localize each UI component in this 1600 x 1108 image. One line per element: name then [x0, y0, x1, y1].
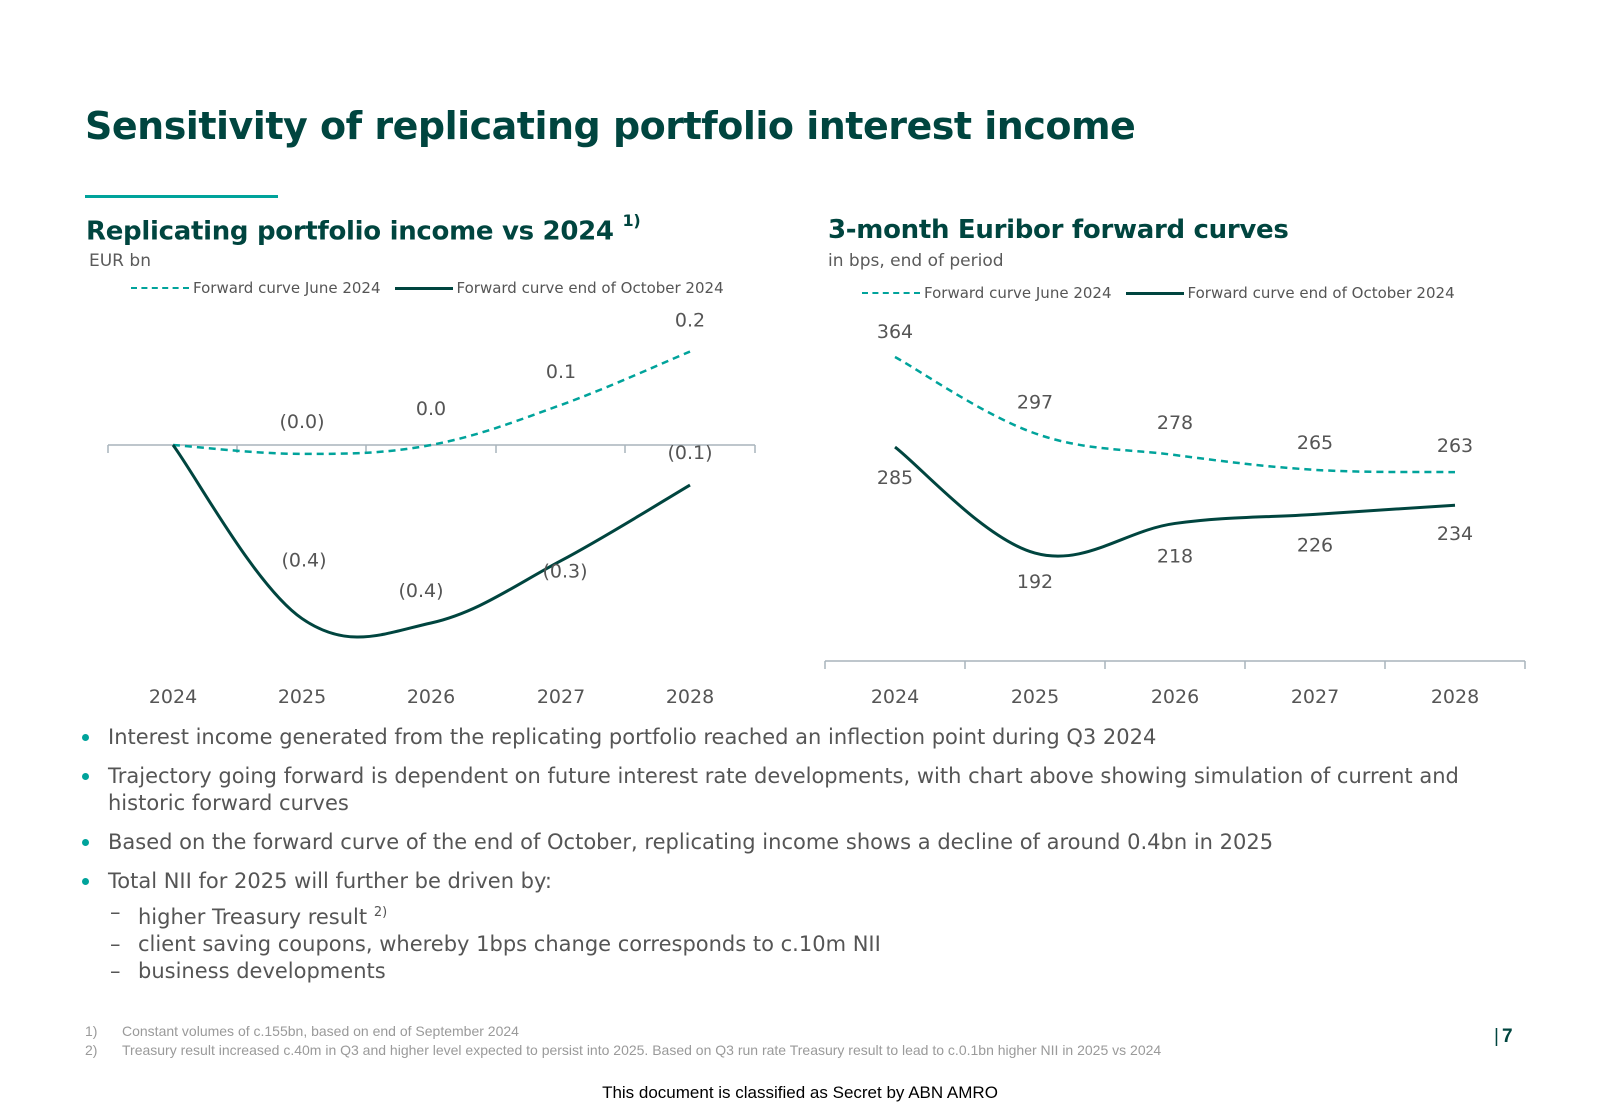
sub-bullet-item: – higher Treasury result 2)	[108, 899, 1478, 931]
x-tick-label: 2025	[278, 686, 326, 708]
x-tick-label: 2025	[1011, 686, 1059, 708]
bullet-text: Total NII for 2025 will further be drive…	[108, 869, 552, 893]
bullet-dot	[82, 734, 89, 741]
page-title: Sensitivity of replicating portfolio int…	[85, 104, 1136, 148]
legend-solid-key	[1125, 291, 1184, 295]
bullet-dot	[82, 878, 89, 885]
x-tick-label: 2028	[1431, 686, 1479, 708]
data-label: 263	[1437, 435, 1473, 457]
data-label: (0.4)	[398, 580, 443, 602]
replicating-income-chart: 2024 2025 2026 2027 2028 (0.0) 0.0 0.1 0.2 (0.4) (…	[107, 310, 756, 708]
data-label: 265	[1297, 432, 1333, 454]
x-tick-label: 2026	[1151, 686, 1199, 708]
series-line-june	[894, 355, 1456, 474]
sub-bullet-footnote: 2)	[373, 905, 388, 920]
left-chart-title: Replicating portfolio income vs 2024 1)	[86, 211, 641, 247]
series-line-june	[172, 350, 691, 456]
bullet-dot	[82, 773, 89, 780]
data-label: (0.3)	[542, 561, 587, 583]
right-chart-title: 3-month Euribor forward curves	[828, 215, 1289, 245]
x-tick-label: 2024	[871, 686, 919, 708]
legend-item-june: Forward curve June 2024	[862, 284, 1112, 302]
bullet-text: Trajectory going forward is dependent on…	[108, 764, 1459, 815]
right-chart-legend: Forward curve June 2024 Forward curve en…	[862, 284, 1469, 302]
legend-label: Forward curve June 2024	[924, 284, 1112, 302]
bullet-text: Based on the forward curve of the end of…	[108, 830, 1274, 854]
data-label: (0.0)	[279, 411, 324, 433]
data-label: 278	[1157, 412, 1193, 434]
sub-bullet-item: – client saving coupons, whereby 1bps cha…	[108, 931, 1478, 958]
footnote-number: 2)	[85, 1042, 98, 1058]
data-label: (0.1)	[667, 442, 712, 464]
data-label: 226	[1297, 534, 1333, 556]
x-tick-label: 2026	[407, 686, 455, 708]
series-line-october	[171, 444, 691, 639]
data-label: 364	[877, 321, 913, 343]
legend-solid-key	[394, 286, 453, 290]
data-label: 297	[1017, 391, 1053, 413]
data-label: (0.4)	[281, 550, 326, 572]
legend-item-october: Forward curve end of October 2024	[1125, 284, 1455, 302]
legend-label: Forward curve June 2024	[193, 279, 381, 297]
sub-bullet-dash: –	[110, 932, 121, 956]
data-label: 285	[877, 467, 913, 489]
data-label: 218	[1157, 545, 1193, 567]
legend-dashed-key	[862, 292, 920, 294]
bullet-dot	[82, 839, 89, 846]
legend-item-june: Forward curve June 2024	[131, 279, 381, 297]
left-chart-legend: Forward curve June 2024 Forward curve en…	[131, 279, 738, 297]
footnotes: 1) Constant volumes of c.155bn, based on …	[85, 1022, 1161, 1060]
footnote: 2) Treasury result increased c.40m in Q3 …	[85, 1041, 1161, 1060]
bullet-item: Interest income generated from the repli…	[78, 724, 1478, 751]
classification-notice: This document is classified as Secret by…	[602, 1083, 998, 1102]
legend-dashed-key	[131, 287, 189, 289]
left-chart-title-text: Replicating portfolio income vs 2024	[86, 216, 614, 247]
footnote-number: 1)	[85, 1023, 98, 1039]
data-label: 0.0	[416, 398, 446, 420]
x-tick-label: 2027	[537, 686, 585, 708]
x-tick-label: 2027	[1291, 686, 1339, 708]
bullet-item: Total NII for 2025 will further be drive…	[78, 868, 1478, 985]
data-label: 0.2	[675, 310, 705, 332]
right-chart-subtitle: in bps, end of period	[828, 251, 1004, 271]
left-chart-title-footnote: 1)	[622, 211, 641, 230]
page-number: | 7	[1494, 1026, 1513, 1048]
sub-bullet-text: client saving coupons, whereby 1bps chan…	[138, 932, 881, 956]
bullet-list: Interest income generated from the repli…	[78, 724, 1478, 997]
footnote: 1) Constant volumes of c.155bn, based on …	[85, 1022, 1161, 1041]
page-number-bar: |	[1494, 1026, 1499, 1047]
legend-item-october: Forward curve end of October 2024	[394, 279, 724, 297]
x-tick-label: 2024	[149, 686, 197, 708]
footnote-text: Constant volumes of c.155bn, based on en…	[122, 1023, 519, 1039]
sub-bullet-dash: –	[110, 900, 121, 924]
title-accent-line	[85, 195, 278, 198]
sub-bullet-dash: –	[110, 959, 121, 983]
sub-bullet-list: – higher Treasury result 2) – client savin…	[108, 899, 1478, 985]
data-label: 0.1	[546, 361, 576, 383]
series-line-october	[894, 445, 1456, 558]
data-label: 234	[1437, 523, 1473, 545]
euribor-forward-chart: 2024 2025 2026 2027 2028 364 297 278 265 263 285 19…	[824, 321, 1526, 708]
page-number-value: 7	[1501, 1026, 1513, 1047]
legend-label: Forward curve end of October 2024	[1187, 284, 1455, 302]
sub-bullet-text: higher Treasury result	[138, 905, 368, 929]
data-label: 192	[1017, 571, 1053, 593]
legend-label: Forward curve end of October 2024	[456, 279, 724, 297]
bullet-text: Interest income generated from the repli…	[108, 725, 1157, 749]
sub-bullet-text: business developments	[138, 959, 386, 983]
sub-bullet-item: – business developments	[108, 958, 1478, 985]
x-tick-label: 2028	[666, 686, 714, 708]
bullet-item: Based on the forward curve of the end of…	[78, 829, 1478, 856]
left-chart-subtitle: EUR bn	[89, 251, 151, 271]
bullet-item: Trajectory going forward is dependent on…	[78, 763, 1478, 817]
footnote-text: Treasury result increased c.40m in Q3 an…	[122, 1042, 1162, 1058]
